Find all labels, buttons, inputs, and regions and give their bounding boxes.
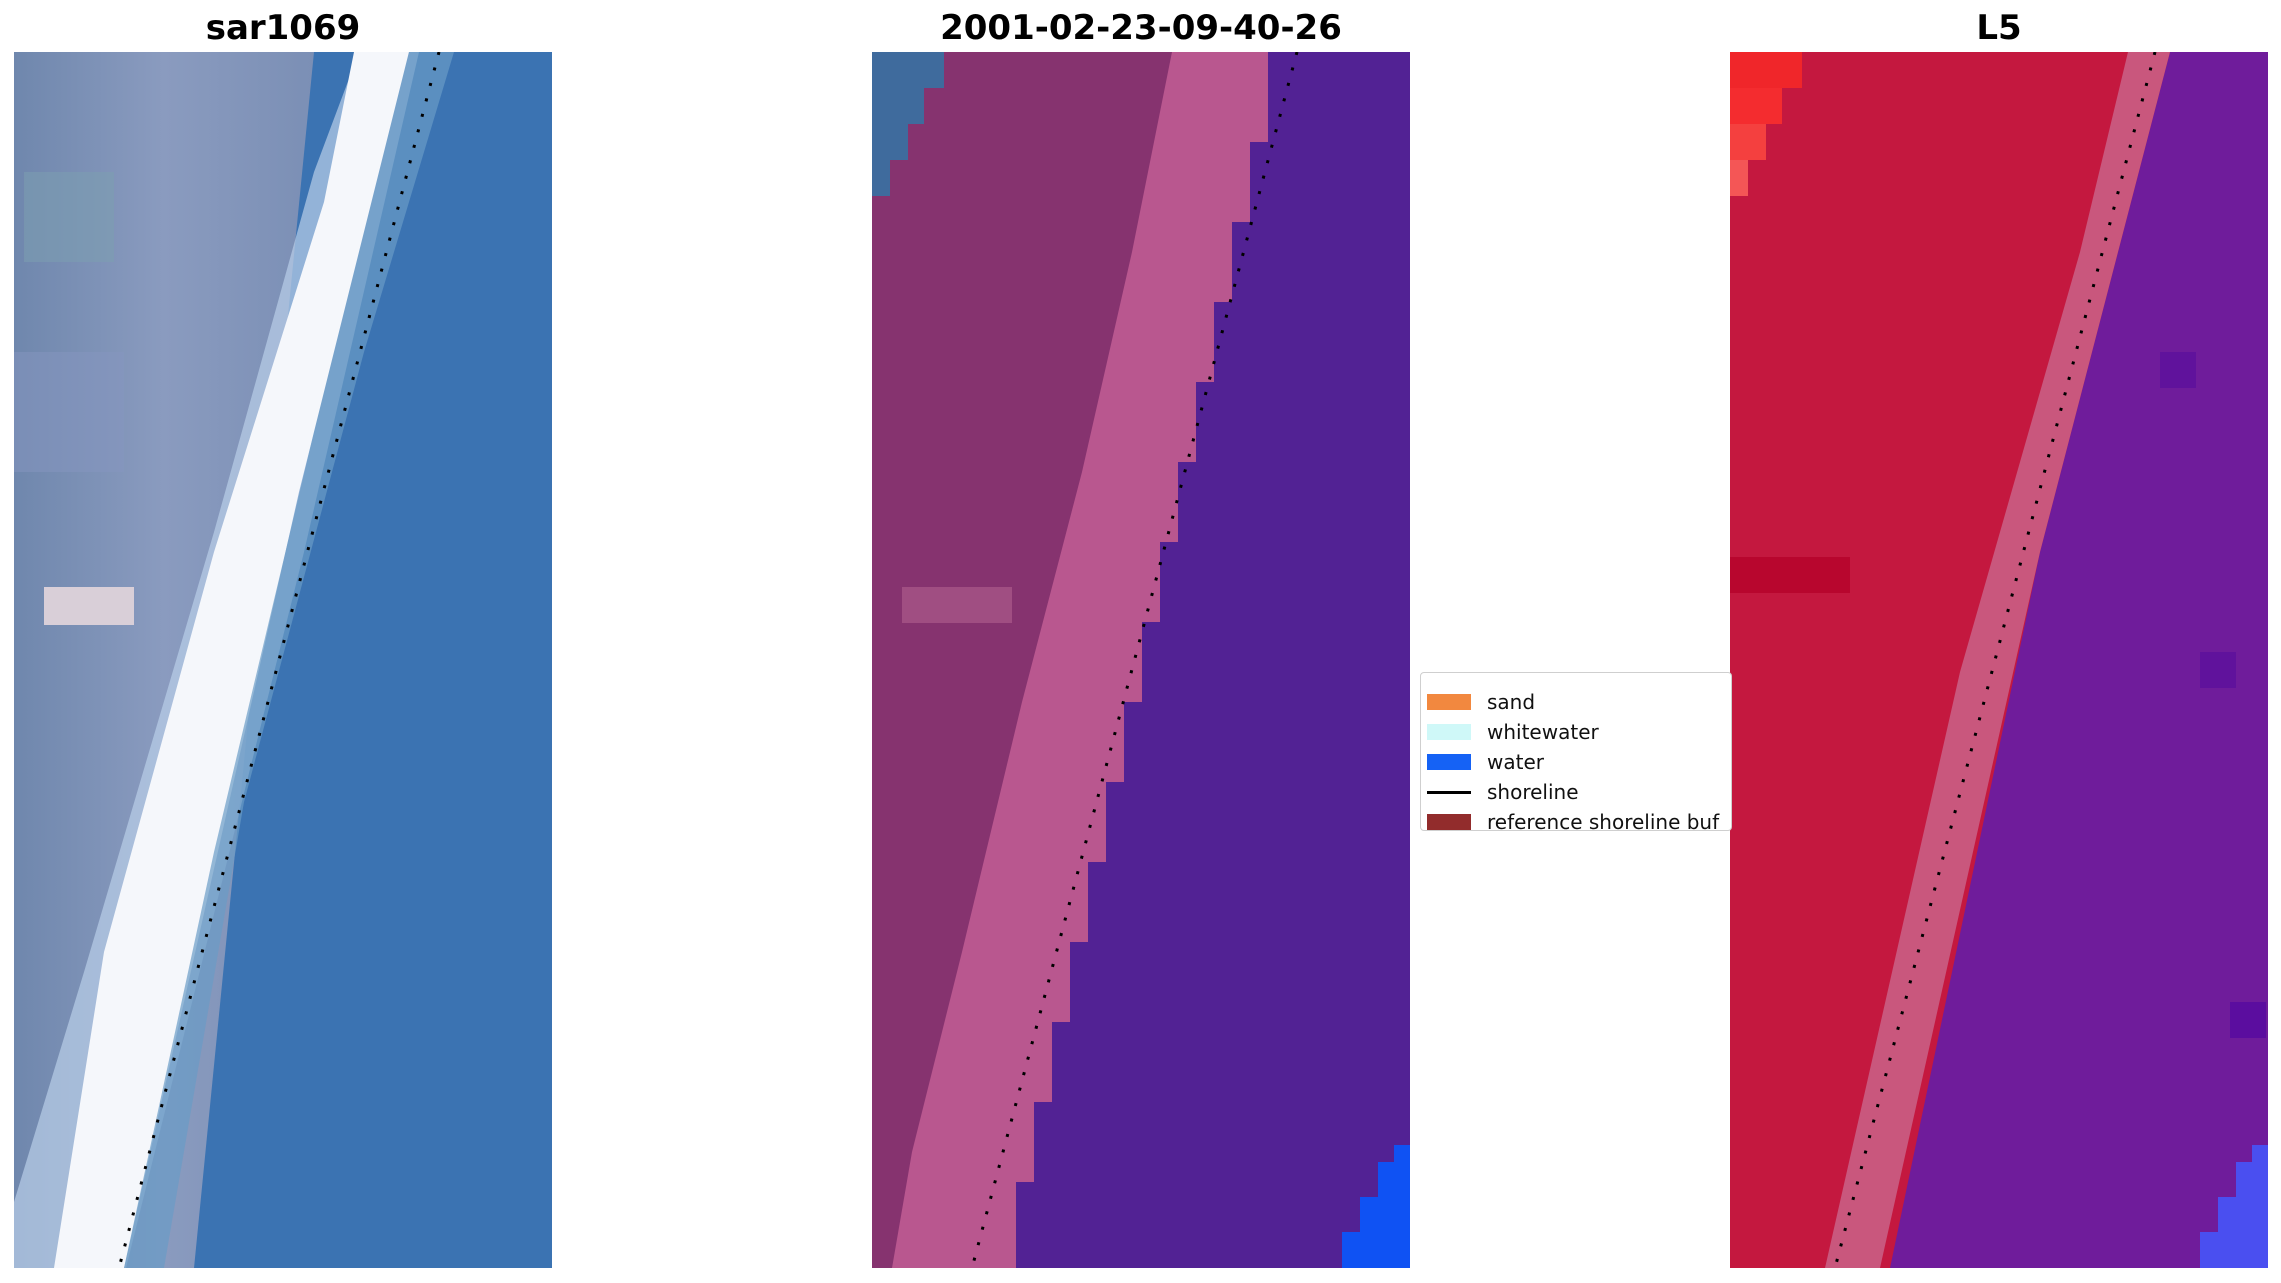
legend-label: sand	[1487, 690, 1536, 714]
classified-image-panel	[872, 52, 1410, 1268]
index-image-panel	[1730, 52, 2268, 1268]
legend-label: whitewater	[1487, 720, 1599, 744]
panel-title-rgb: sar1069	[205, 8, 361, 48]
legend-item-sand: sand	[1427, 688, 1535, 716]
pier-structure	[44, 587, 134, 625]
legend-item-water: water	[1427, 748, 1544, 776]
water-corner-patch	[1342, 1145, 1410, 1268]
legend-item-reference-buffer: reference shoreline buf	[1427, 808, 1720, 831]
water-swatch	[1427, 754, 1471, 770]
shoreline-swatch	[1427, 790, 1471, 794]
shoreline-line	[1833, 52, 2157, 1268]
legend-label: water	[1487, 750, 1544, 774]
whitewater-band	[54, 52, 409, 1268]
legend-item-whitewater: whitewater	[1427, 718, 1599, 746]
panel-title-classified: 2001-02-23-09-40-26	[940, 8, 1342, 48]
legend-item-shoreline: shoreline	[1427, 778, 1579, 806]
whitewater-class-band	[892, 52, 1268, 1268]
legend-box: sand whitewater water shoreline referenc…	[1420, 672, 1732, 831]
shoreline-line	[970, 52, 1299, 1268]
rgb-image-panel	[14, 52, 552, 1268]
legend-label: shoreline	[1487, 780, 1579, 804]
reference-buffer-swatch	[1427, 814, 1471, 830]
low-index-corner-patch	[2200, 1145, 2268, 1268]
sand-swatch	[1427, 694, 1471, 710]
panel-title-index: L5	[1976, 8, 2022, 48]
shoreline-line	[117, 52, 441, 1268]
transition-band	[1825, 52, 2170, 1268]
whitewater-swatch	[1427, 724, 1471, 740]
legend-label: reference shoreline buf	[1487, 810, 1720, 831]
